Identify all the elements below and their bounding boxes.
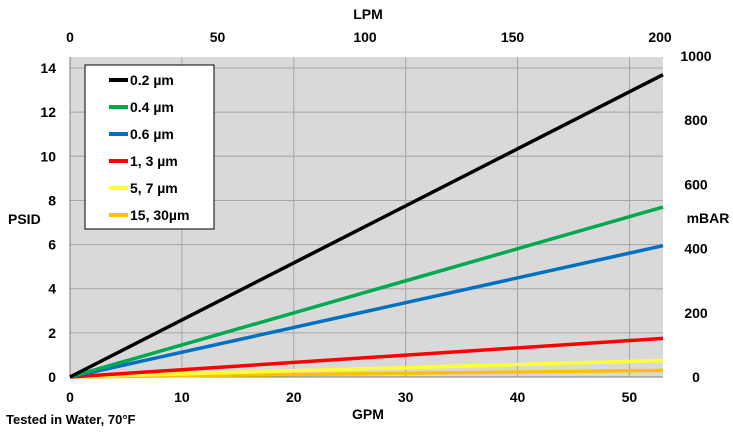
x2-tick-label: 200 (648, 29, 672, 45)
y-tick-label: 6 (48, 237, 56, 253)
y-tick-label: 12 (40, 104, 56, 120)
y-tick-label: 4 (48, 281, 56, 297)
x-tick-label: 30 (398, 389, 414, 405)
legend-box (84, 64, 215, 230)
series-line (69, 205, 664, 379)
y-tick-label: 2 (48, 325, 56, 341)
x-tick-label: 0 (66, 389, 74, 405)
series-lines (69, 73, 664, 379)
y-tick-label: 0 (48, 369, 56, 385)
y2-axis-title: mBAR (687, 210, 730, 226)
x2-tick-label: 100 (353, 29, 377, 45)
footnote: Tested in Water, 70°F (6, 412, 136, 427)
y2-tick-label: 400 (684, 241, 708, 257)
series-line (69, 243, 664, 379)
legend-label: 0.6 µm (130, 126, 174, 142)
y-tick-label: 8 (48, 192, 56, 208)
legend-label: 15, 30µm (130, 207, 189, 223)
tick-labels: 0 10 20 30 40 50 0 2 4 6 8 10 12 14 0 50 100 150 200 0 200 40… (40, 29, 711, 405)
y2-tick-label: 0 (692, 369, 700, 385)
y-tick-label: 10 (40, 148, 56, 164)
series-line (69, 73, 664, 379)
y2-tick-label: 600 (684, 176, 708, 192)
x-tick-label: 10 (174, 389, 190, 405)
x2-tick-label: 50 (210, 29, 226, 45)
legend-label: 1, 3 µm (130, 153, 178, 169)
x-tick-label: 20 (286, 389, 302, 405)
y-tick-label: 14 (40, 60, 56, 76)
x2-axis-title: LPM (353, 6, 383, 22)
x2-tick-label: 0 (66, 29, 74, 45)
x-tick-label: 40 (510, 389, 526, 405)
x-tick-label: 50 (622, 389, 638, 405)
legend-label: 0.4 µm (130, 99, 174, 115)
y2-tick-label: 1000 (680, 48, 711, 64)
x-axis-title: GPM (352, 406, 384, 422)
series-line (69, 358, 664, 379)
legend-label: 0.2 µm (130, 72, 174, 88)
legend-label: 5, 7 µm (130, 180, 178, 196)
series-line (69, 336, 664, 379)
y2-tick-label: 800 (684, 112, 708, 128)
y2-tick-label: 200 (684, 305, 708, 321)
legend: 0.2 µm 0.4 µm 0.6 µm 1, 3 µm 5, 7 µm 15, 30µm (84, 64, 215, 230)
y-axis-title: PSID (8, 211, 41, 227)
x2-tick-label: 150 (501, 29, 525, 45)
